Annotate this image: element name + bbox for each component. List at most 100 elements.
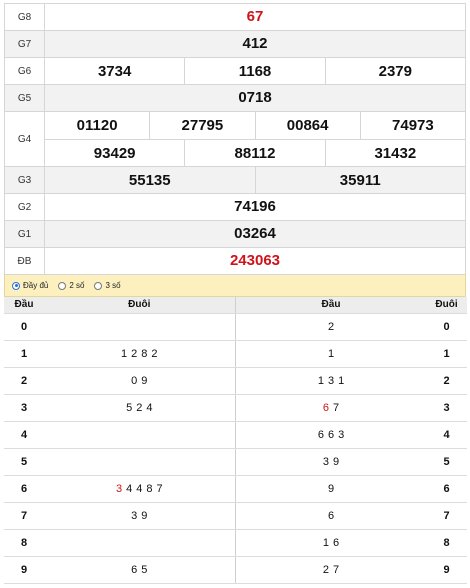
loto-digit: 2 [136, 401, 143, 414]
loto-row: 0 [4, 313, 235, 341]
loto-head-digits: 2 [235, 313, 427, 341]
prize-row-g6: G6 3734 1168 2379 [4, 57, 466, 85]
radio-icon[interactable] [58, 281, 67, 290]
loto-digit: 9 [333, 455, 340, 468]
radio-selected-icon[interactable] [12, 281, 20, 290]
loto-tail-digit: 8 [426, 529, 467, 557]
option-two-label: 2 số [69, 281, 85, 290]
loto-head-digit: 0 [4, 313, 44, 341]
prize-row-g8: G8 67 [4, 3, 466, 31]
prize-row-g2: G2 74196 [4, 193, 466, 221]
display-options: Đầy đủ 2 số 3 số [4, 275, 466, 297]
loto-digit: 1 [317, 374, 324, 387]
prize-number: 88112 [234, 144, 276, 162]
loto-tail-digit: 2 [426, 367, 467, 395]
prize-label: G6 [4, 57, 45, 85]
loto-head-digit: 9 [4, 556, 44, 584]
option-two-digits[interactable]: 2 số [58, 281, 84, 290]
prize-number: 3734 [97, 62, 132, 80]
prize-number: 93429 [93, 144, 136, 162]
loto-digit: 9 [141, 374, 148, 387]
loto-digit: 3 [131, 509, 138, 522]
loto-digit: 6 [327, 509, 335, 522]
loto-digit: 1 [327, 347, 335, 360]
loto-digit: 7 [156, 482, 163, 495]
loto-tail-digit: 5 [426, 448, 467, 476]
prize-label: G5 [4, 84, 45, 112]
prize-number: 35911 [339, 171, 381, 189]
prize-row-g1: G1 03264 [4, 220, 466, 248]
lottery-results: G8 67 G7 412 G6 3734 1168 2379 G5 0718 G… [4, 3, 467, 584]
loto-row: 5 [4, 448, 235, 476]
column-header-tail: Đuôi [44, 297, 235, 314]
loto-head-digit: 4 [4, 421, 44, 449]
loto-digit: 9 [141, 509, 148, 522]
loto-digit: 6 [322, 401, 329, 414]
loto-digit: 8 [141, 347, 148, 360]
loto-digit: 6 [333, 536, 340, 549]
special-prize-number: 243063 [229, 252, 281, 269]
prize-label: G7 [4, 30, 45, 58]
prize-number: 67 [246, 8, 264, 25]
prize-row-g3: G3 55135 35911 [4, 166, 466, 194]
prize-number: 03264 [234, 225, 276, 242]
radio-icon[interactable] [94, 281, 103, 290]
loto-head-digit: 7 [4, 502, 44, 530]
prize-number: 2379 [378, 62, 412, 80]
loto-tail-digit: 7 [426, 502, 467, 530]
loto-digit: 1 [121, 347, 128, 360]
prize-number: 0718 [238, 89, 272, 106]
loto-head-digit: 1 [4, 340, 44, 368]
loto-tail-digits [44, 529, 235, 557]
loto-digit: 2 [322, 563, 329, 576]
loto-digit: 5 [126, 401, 133, 414]
option-full[interactable]: Đầy đủ [12, 281, 48, 290]
prize-row-special: ĐB 243063 [4, 247, 466, 275]
loto-tail-digit: 9 [426, 556, 467, 584]
loto-tail-digit: 1 [426, 340, 467, 368]
loto-tail-digits [44, 421, 235, 449]
loto-head-digit: 8 [4, 529, 44, 557]
loto-digit: 0 [131, 374, 138, 387]
prize-number: 01120 [76, 117, 118, 134]
prize-number: 31432 [374, 144, 417, 162]
prize-label: G4 [4, 111, 45, 167]
prize-number: 74973 [392, 117, 434, 134]
loto-digit: 6 [327, 428, 335, 441]
prize-table: G8 67 G7 412 G6 3734 1168 2379 G5 0718 G… [4, 3, 466, 275]
option-three-digits[interactable]: 3 số [94, 281, 121, 290]
loto-tail-digit: 4 [426, 421, 467, 449]
prize-number: 412 [242, 35, 268, 52]
prize-label: G2 [4, 193, 45, 221]
loto-digit: 4 [146, 401, 153, 414]
prize-label: G1 [4, 220, 45, 248]
loto-head-digits: 9 [235, 475, 427, 503]
loto-row: 4 [4, 421, 235, 449]
prize-row-g5: G5 0718 [4, 84, 466, 112]
loto-head-digits: 6 [235, 502, 427, 530]
loto-digit: 1 [338, 374, 345, 387]
loto-tail-digit: 0 [426, 313, 467, 341]
option-full-label: Đầy đủ [23, 281, 49, 290]
loto-digit: 8 [146, 482, 153, 495]
